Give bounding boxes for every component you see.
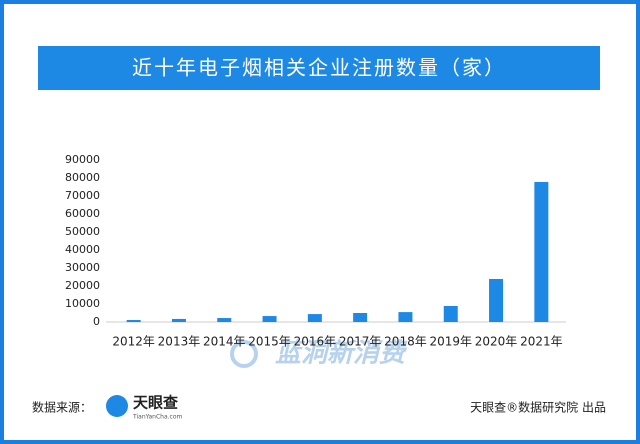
source-label: 数据来源：	[32, 400, 92, 415]
bar	[353, 313, 368, 322]
title-banner	[38, 46, 600, 90]
x-tick-label: 2014年	[203, 335, 246, 349]
chart-title: 近十年电子烟相关企业注册数量（家）	[132, 56, 506, 80]
y-tick-label: 50000	[65, 225, 100, 238]
bar	[443, 305, 458, 322]
bar	[307, 314, 322, 322]
x-tick-label: 2017年	[339, 335, 382, 349]
y-tick-label: 0	[93, 315, 100, 328]
x-tick-label: 2019年	[429, 335, 472, 349]
y-tick-label: 30000	[65, 261, 100, 274]
credit: 天眼查®数据研究院 出品	[470, 400, 606, 415]
y-tick-label: 10000	[65, 297, 100, 310]
x-tick-label: 2020年	[475, 335, 518, 349]
y-tick-label: 80000	[65, 171, 100, 184]
y-tick-label: 20000	[65, 279, 100, 292]
y-tick-label: 60000	[65, 207, 100, 220]
x-tick-label: 2012年	[112, 335, 155, 349]
logo-url: TianYanCha.com	[132, 414, 182, 421]
bar	[489, 278, 504, 322]
y-tick-label: 40000	[65, 243, 100, 256]
y-tick-label: 70000	[65, 189, 100, 202]
x-tick-label: 2013年	[158, 335, 201, 349]
bar	[126, 320, 141, 322]
watermark-icon	[230, 340, 258, 368]
bar	[171, 318, 186, 322]
bar	[217, 318, 232, 322]
x-tick-label: 2016年	[294, 335, 337, 349]
y-tick-label: 90000	[65, 153, 100, 166]
x-tick-label: 2015年	[248, 335, 291, 349]
logo-icon	[106, 395, 128, 417]
watermark: 蓝洞新消费	[275, 339, 408, 369]
x-tick-label: 2021年	[520, 335, 563, 349]
bar	[534, 181, 549, 322]
logo-text: 天眼查	[133, 394, 179, 412]
x-tick-label: 2018年	[384, 335, 427, 349]
bar	[398, 312, 413, 322]
bar	[262, 316, 277, 322]
